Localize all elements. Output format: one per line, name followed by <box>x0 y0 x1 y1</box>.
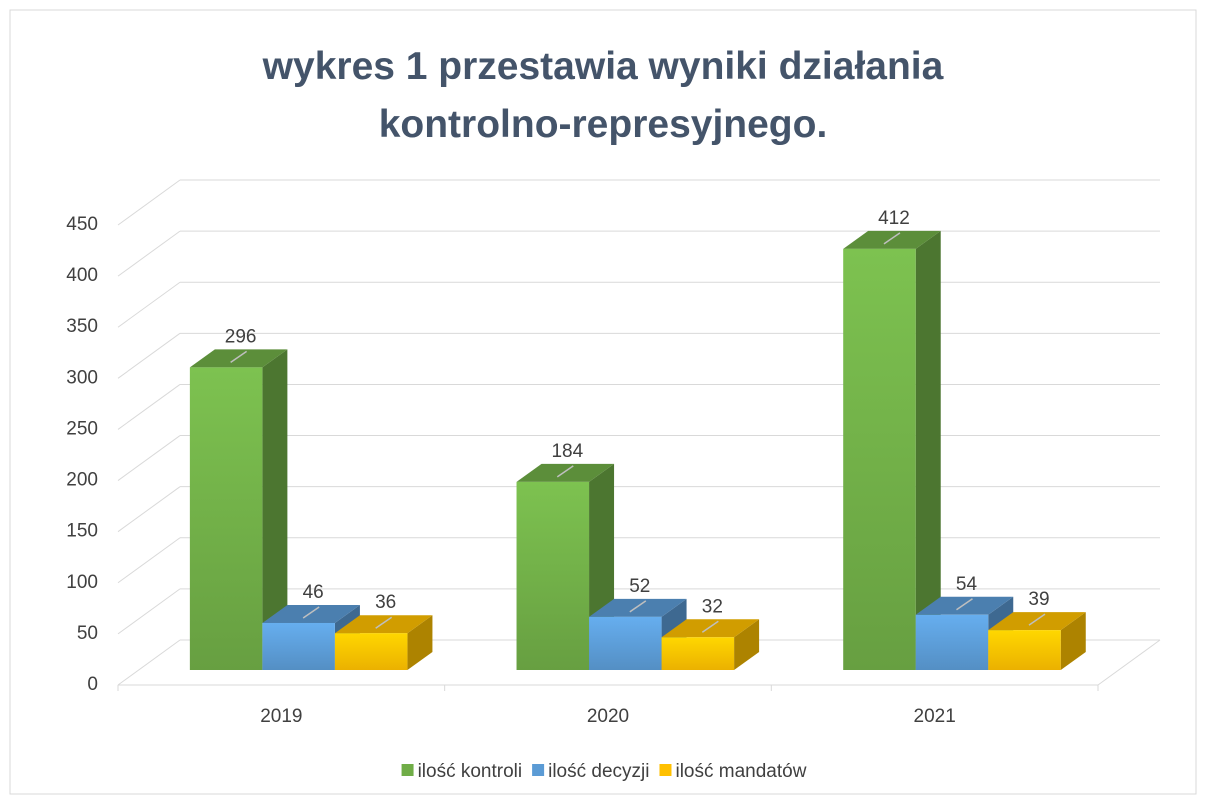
bar <box>843 230 941 670</box>
bar <box>189 349 288 670</box>
bar <box>988 612 1086 670</box>
y-tick-label: 200 <box>66 470 98 491</box>
bar-side <box>407 615 433 670</box>
bar-front <box>334 633 408 670</box>
y-tick-label: 250 <box>66 418 98 439</box>
legend-item: ilość decyzji <box>532 761 649 782</box>
bar-top <box>915 596 1014 615</box>
bar-side <box>734 619 760 670</box>
bar-top <box>661 619 760 638</box>
data-label: 39 <box>1028 589 1049 610</box>
bar <box>661 619 760 670</box>
bar-front <box>915 614 989 670</box>
y-tick-label: 400 <box>66 265 98 286</box>
y-tick-label: 350 <box>66 316 98 337</box>
label-leader <box>1028 613 1046 626</box>
legend-swatch <box>401 764 414 776</box>
legend-label: ilość decyzji <box>548 761 649 782</box>
chart-border <box>9 9 1197 795</box>
y-tick-label: 50 <box>77 623 98 644</box>
grid-line <box>117 537 181 584</box>
data-label: 54 <box>956 574 978 595</box>
grid-line <box>117 179 181 226</box>
bar-front <box>589 616 662 670</box>
data-label: 184 <box>551 441 583 462</box>
bar-front <box>189 367 263 670</box>
bar-front <box>262 622 335 670</box>
bar-top <box>189 349 288 368</box>
data-label: 412 <box>878 208 910 229</box>
bar-top <box>589 598 687 617</box>
data-label: 296 <box>225 326 257 347</box>
bar-side <box>262 349 288 670</box>
label-leader <box>556 465 574 478</box>
grid-line <box>117 230 181 277</box>
bar-top <box>334 615 433 634</box>
grid-line <box>117 588 181 635</box>
bar-front <box>516 481 590 670</box>
data-label: 52 <box>629 576 650 597</box>
data-label: 32 <box>702 596 723 617</box>
bar-side <box>1060 612 1086 670</box>
y-tick-label: 100 <box>66 572 98 593</box>
data-label: 46 <box>303 582 324 603</box>
legend-label: ilość kontroli <box>418 761 523 782</box>
y-tick-label: 0 <box>87 674 98 695</box>
y-tick-label: 150 <box>66 521 98 542</box>
bar <box>915 596 1014 670</box>
data-label: 36 <box>375 592 396 613</box>
label-leader <box>883 232 901 245</box>
y-tick-label: 450 <box>66 214 98 235</box>
label-leader <box>302 606 320 619</box>
legend-item: ilość mandatów <box>659 761 807 782</box>
bar-top <box>988 612 1086 631</box>
label-leader <box>701 620 719 633</box>
chart-title: wykres 1 przestawia wyniki działania kon… <box>262 45 944 146</box>
legend-swatch <box>659 764 672 776</box>
grid-line <box>117 639 181 686</box>
bar-side <box>915 230 941 670</box>
grid-line <box>117 435 181 481</box>
grid-line <box>117 486 181 533</box>
floor-edge <box>1097 639 1161 686</box>
bar-front <box>661 637 735 670</box>
bar-top <box>843 230 941 249</box>
grid-line <box>117 281 181 328</box>
bar-top <box>262 604 360 623</box>
label-leader <box>629 600 647 613</box>
label-leader <box>230 350 248 364</box>
legend-label: ilość mandatów <box>675 761 806 782</box>
grid-line <box>117 384 181 430</box>
legend-swatch <box>532 764 545 776</box>
bar-top <box>516 463 615 482</box>
legend-item: ilość kontroli <box>401 761 523 782</box>
x-tick-label: 2019 <box>260 706 302 727</box>
x-tick-label: 2021 <box>914 706 956 727</box>
bar-front <box>843 248 916 670</box>
label-leader <box>956 598 973 611</box>
grid-line <box>117 332 181 379</box>
bar-front <box>988 630 1061 670</box>
y-tick-label: 300 <box>66 367 98 388</box>
label-leader <box>375 616 393 629</box>
bar <box>334 615 433 670</box>
x-tick-label: 2020 <box>587 706 629 727</box>
